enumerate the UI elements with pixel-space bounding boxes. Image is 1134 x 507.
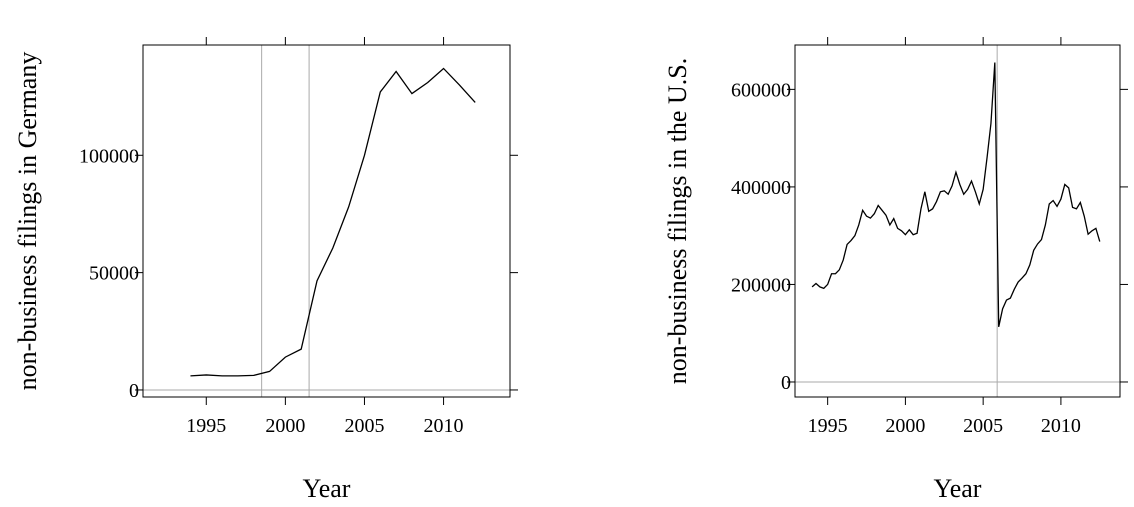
x-tick-label: 1995 [808, 415, 848, 437]
y-tick-label: 50000 [89, 263, 139, 285]
x-tick-label: 2000 [265, 415, 305, 437]
data-line [811, 62, 1101, 328]
y-tick-label: 200000 [731, 274, 791, 296]
panel-border [142, 44, 511, 398]
y-tick-label: 600000 [731, 79, 791, 101]
y-axis-label: non-business filings in the U.S. [663, 58, 692, 384]
panel-border [794, 44, 1121, 398]
y-tick-label: 0 [129, 380, 139, 402]
data-line [190, 67, 476, 377]
x-tick-label: 2005 [963, 415, 1003, 437]
y-tick-label: 100000 [79, 145, 139, 167]
x-tick-label: 2010 [1041, 415, 1081, 437]
x-tick-label: 2010 [424, 415, 464, 437]
x-tick-label: 1995 [186, 415, 226, 437]
y-tick-label: 400000 [731, 177, 791, 199]
x-tick-label: 2000 [885, 415, 925, 437]
y-axis-label: non-business filings in Germany [13, 52, 42, 391]
x-axis-label: Year [303, 474, 351, 503]
x-axis-label: Year [934, 474, 982, 503]
x-tick-label: 2005 [344, 415, 384, 437]
y-tick-label: 0 [781, 372, 791, 394]
